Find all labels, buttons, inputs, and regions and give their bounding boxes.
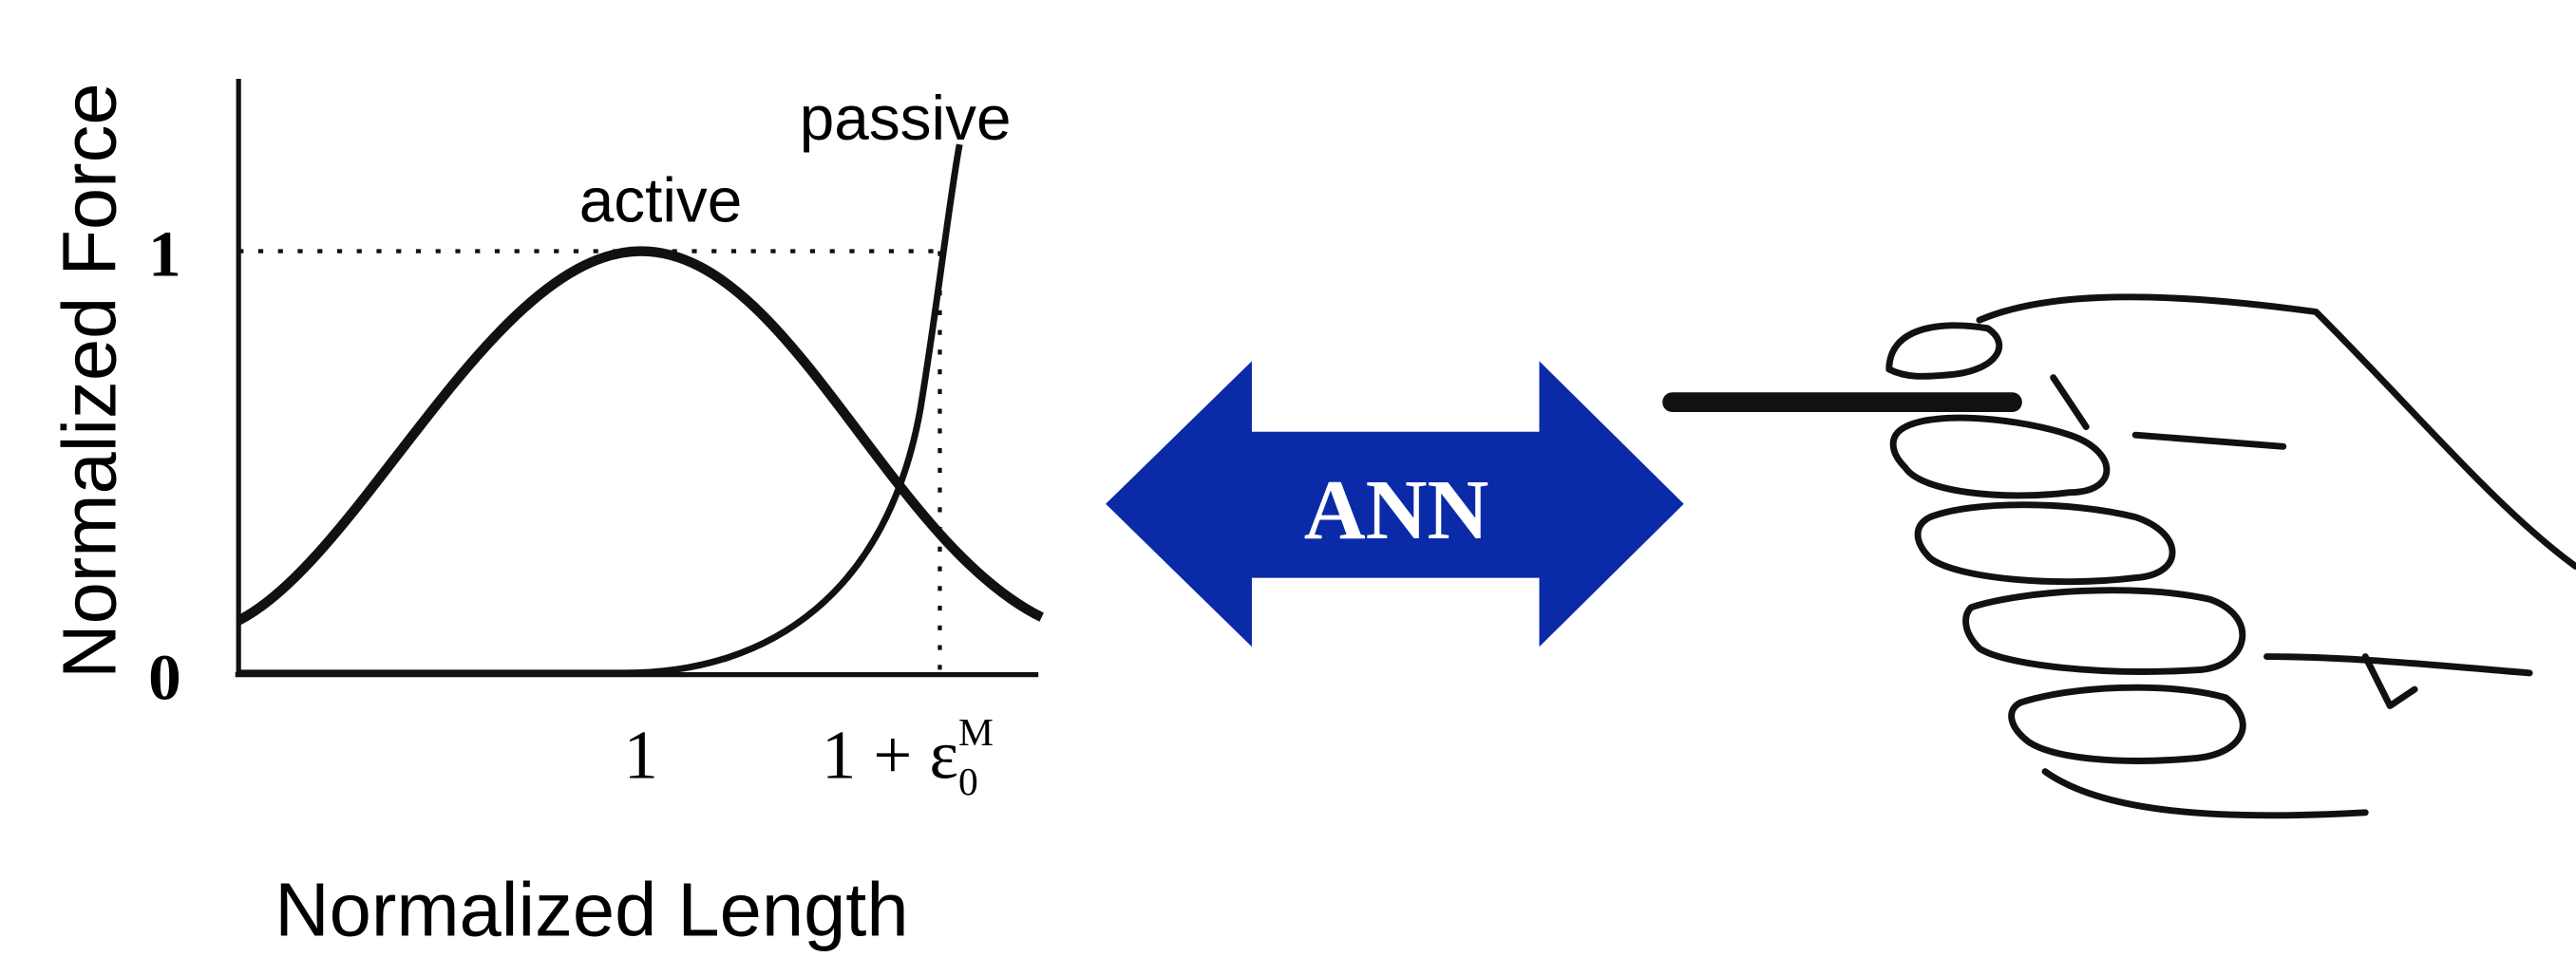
active-curve — [236, 246, 1044, 626]
finger — [1889, 414, 2111, 499]
curve-label: passive — [800, 84, 1012, 153]
hand-sketch — [1662, 293, 2576, 819]
thumb — [1885, 322, 2002, 380]
x-axis-label: Normalized Length — [275, 868, 908, 952]
finger — [2008, 684, 2246, 764]
finger — [1962, 587, 2246, 675]
hand-outline — [2041, 768, 2369, 819]
tick-base: 1 + ε — [822, 717, 958, 794]
hand-detail — [2050, 374, 2287, 450]
x-tick-label: 1 + ε0 M — [822, 710, 994, 803]
force-length-chart — [235, 78, 1044, 678]
hand-detail — [2361, 653, 2418, 709]
y-tick-label: 1 — [148, 216, 181, 290]
tick-subscript: 0 — [958, 760, 978, 803]
double-arrow — [1106, 361, 1684, 647]
hand-outline — [2263, 653, 2533, 677]
y-tick-label: 0 — [148, 641, 181, 714]
hand-outline — [1976, 293, 2576, 570]
passive-curve — [238, 143, 963, 677]
finger — [1914, 501, 2176, 586]
x-tick-label: 1 — [624, 717, 658, 794]
tick-superscript: M — [958, 710, 994, 754]
arrow-label: ANN — [1304, 463, 1489, 557]
curve-label: active — [579, 165, 743, 235]
y-axis-label: Normalized Force — [47, 83, 132, 678]
